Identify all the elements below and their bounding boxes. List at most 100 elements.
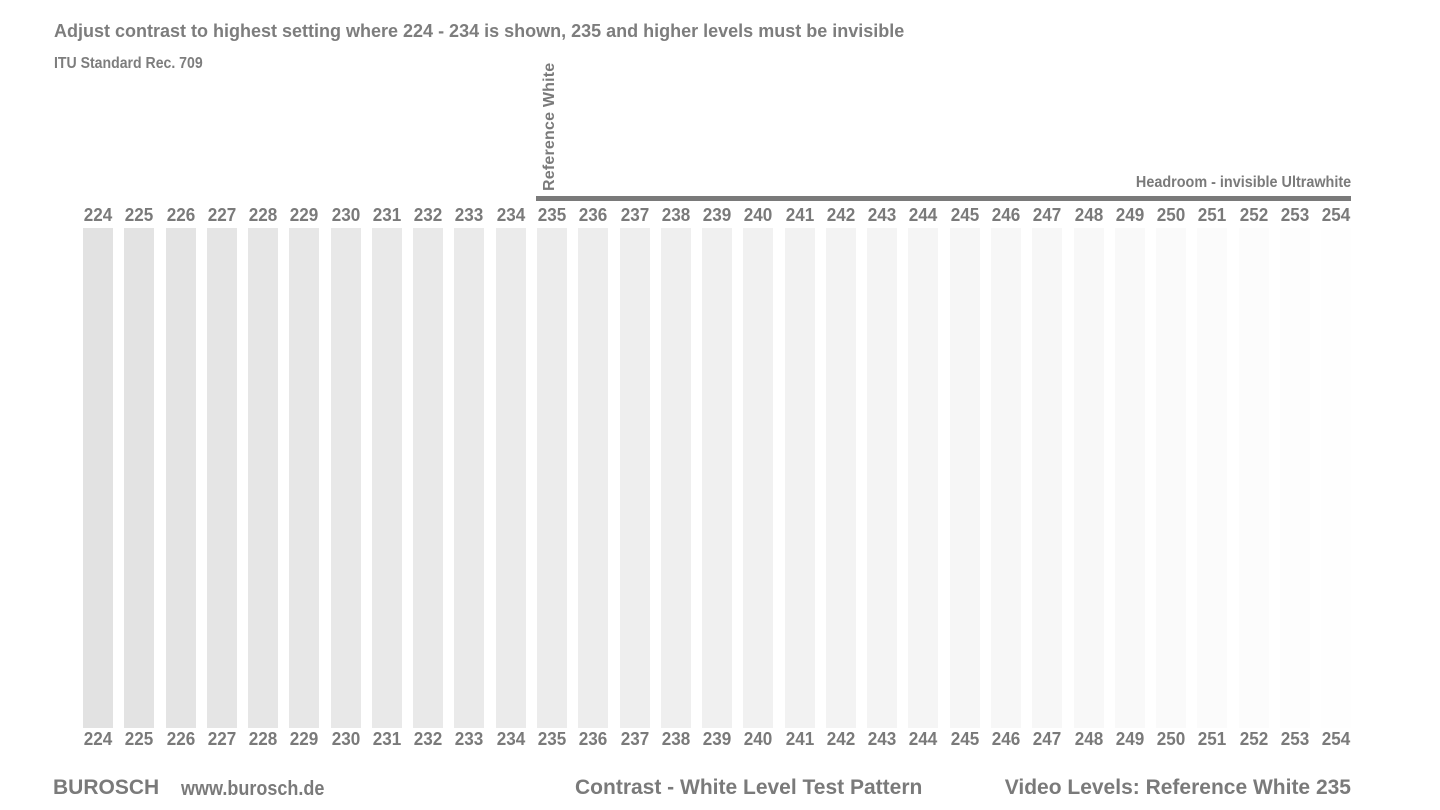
- level-number-bottom-245: 245: [950, 729, 979, 749]
- level-bar-231: [371, 228, 402, 728]
- level-number-top-250: 250: [1156, 205, 1186, 225]
- level-number-bottom-253: 253: [1280, 729, 1310, 749]
- level-number-top-236: 236: [578, 205, 608, 225]
- level-numbers-bottom: 224 225 226 227 228 229 230 231 232 233 234 235 236 2…: [0, 729, 1440, 751]
- level-number-top-232: 232: [413, 205, 443, 225]
- level-number-bottom-240: 240: [744, 729, 773, 749]
- footer-url: www.burosch.de: [181, 778, 325, 800]
- level-bar-253: [1279, 228, 1310, 728]
- level-bar-251: [1197, 228, 1228, 728]
- level-number-top-231: 231: [372, 205, 402, 225]
- level-bar-252: [1238, 228, 1269, 728]
- level-number-top-245: 245: [950, 205, 979, 225]
- level-bar-233: [454, 228, 485, 728]
- level-number-bottom-248: 248: [1074, 729, 1103, 749]
- footer-video-levels: Video Levels: Reference White 235: [1004, 776, 1351, 799]
- level-bar-234: [495, 228, 526, 728]
- level-number-top-246: 246: [991, 205, 1021, 225]
- level-number-top-242: 242: [826, 205, 856, 225]
- level-number-bottom-233: 233: [455, 729, 484, 749]
- level-number-top-234: 234: [496, 205, 525, 225]
- level-number-top-248: 248: [1074, 205, 1103, 225]
- level-bar-226: [165, 228, 196, 728]
- level-bar-239: [702, 228, 733, 728]
- level-bars: [0, 228, 1440, 728]
- level-number-top-233: 233: [455, 205, 484, 225]
- level-number-top-241: 241: [785, 205, 814, 225]
- level-number-top-239: 239: [702, 205, 732, 225]
- level-bar-245: [949, 228, 980, 728]
- level-bar-254: [1321, 228, 1352, 728]
- level-bar-238: [660, 228, 691, 728]
- level-bar-242: [825, 228, 856, 728]
- level-number-top-235: 235: [537, 205, 567, 225]
- level-bar-243: [867, 228, 898, 728]
- level-bar-236: [578, 228, 609, 728]
- level-number-bottom-229: 229: [290, 729, 319, 749]
- level-number-bottom-236: 236: [578, 729, 608, 749]
- level-number-top-251: 251: [1198, 205, 1227, 225]
- level-number-bottom-235: 235: [537, 729, 567, 749]
- level-number-bottom-242: 242: [826, 729, 856, 749]
- headroom-label: Headroom - invisible Ultrawhite: [1135, 174, 1351, 191]
- level-number-top-230: 230: [331, 205, 360, 225]
- level-bar-247: [1032, 228, 1063, 728]
- level-number-top-254: 254: [1321, 205, 1351, 225]
- level-bar-241: [784, 228, 815, 728]
- level-number-top-253: 253: [1280, 205, 1310, 225]
- level-bar-232: [413, 228, 444, 728]
- level-bar-244: [908, 228, 939, 728]
- level-bar-225: [124, 228, 155, 728]
- level-number-top-224: 224: [83, 205, 113, 225]
- level-number-bottom-237: 237: [620, 729, 649, 749]
- level-number-bottom-225: 225: [125, 729, 154, 749]
- level-number-bottom-246: 246: [991, 729, 1021, 749]
- level-number-top-228: 228: [248, 205, 278, 225]
- level-bar-237: [619, 228, 650, 728]
- level-bar-227: [206, 228, 237, 728]
- level-number-bottom-244: 244: [909, 729, 938, 749]
- level-number-bottom-231: 231: [372, 729, 402, 749]
- level-number-bottom-234: 234: [496, 729, 525, 749]
- level-bar-229: [289, 228, 320, 728]
- level-number-bottom-250: 250: [1156, 729, 1186, 749]
- level-number-bottom-241: 241: [785, 729, 814, 749]
- level-number-top-227: 227: [207, 205, 237, 225]
- level-number-bottom-227: 227: [207, 729, 237, 749]
- level-number-bottom-232: 232: [413, 729, 443, 749]
- level-number-top-225: 225: [125, 205, 154, 225]
- level-number-top-240: 240: [744, 205, 773, 225]
- level-number-bottom-254: 254: [1321, 729, 1351, 749]
- level-number-bottom-247: 247: [1032, 729, 1062, 749]
- level-number-top-238: 238: [661, 205, 691, 225]
- level-number-top-229: 229: [290, 205, 319, 225]
- level-number-bottom-224: 224: [83, 729, 113, 749]
- level-bar-248: [1073, 228, 1104, 728]
- footer-title: Contrast - White Level Test Pattern: [575, 776, 923, 799]
- level-bar-249: [1114, 228, 1145, 728]
- footer-brand: BUROSCH: [53, 776, 160, 799]
- level-number-top-244: 244: [909, 205, 938, 225]
- level-bar-235: [537, 228, 567, 728]
- level-number-top-237: 237: [620, 205, 649, 225]
- level-number-bottom-249: 249: [1115, 729, 1145, 749]
- level-number-bottom-238: 238: [661, 729, 691, 749]
- level-number-bottom-230: 230: [331, 729, 360, 749]
- level-number-bottom-251: 251: [1198, 729, 1227, 749]
- level-numbers-top: 224 225 226 227 228 229 230 231 232 233 234 235 236 2…: [0, 205, 1440, 227]
- level-number-top-249: 249: [1115, 205, 1145, 225]
- level-number-bottom-226: 226: [166, 729, 195, 749]
- level-bar-246: [990, 228, 1021, 728]
- level-number-top-247: 247: [1032, 205, 1062, 225]
- level-bar-230: [330, 228, 361, 728]
- level-number-bottom-252: 252: [1239, 729, 1268, 749]
- level-bar-240: [743, 228, 774, 728]
- level-number-top-243: 243: [867, 205, 897, 225]
- level-number-bottom-243: 243: [867, 729, 897, 749]
- standard-label: ITU Standard Rec. 709: [54, 55, 203, 72]
- headroom-marker-line: [536, 196, 1351, 201]
- level-bar-224: [83, 228, 113, 728]
- level-bar-228: [248, 228, 279, 728]
- level-bar-250: [1156, 228, 1186, 728]
